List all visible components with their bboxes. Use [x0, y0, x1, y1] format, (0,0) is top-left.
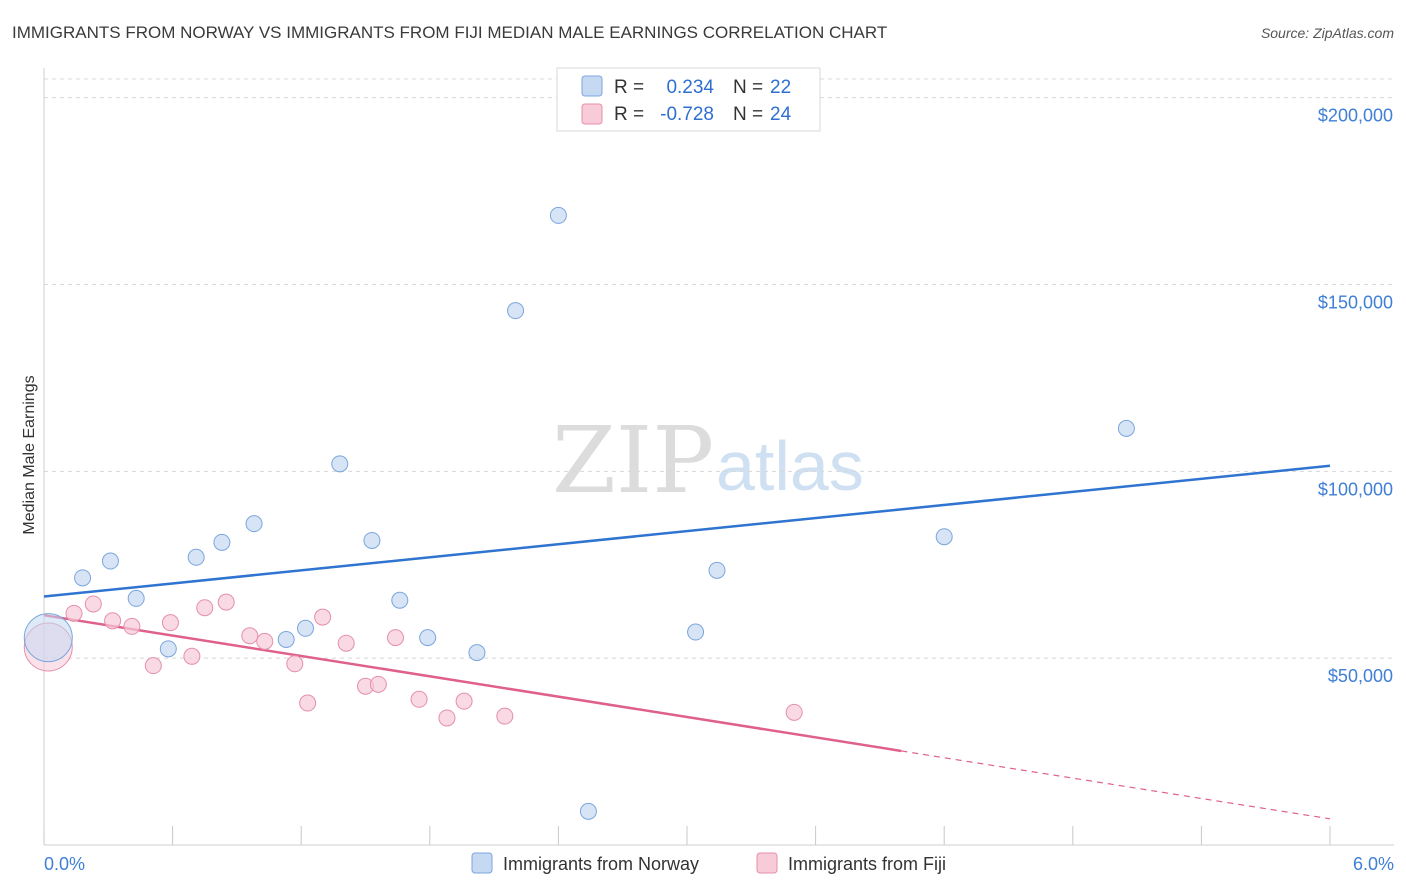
point-fiji-17	[369, 675, 387, 693]
point-fiji-5	[144, 657, 162, 675]
point-norway-0	[23, 613, 73, 663]
point-norway-12	[391, 591, 409, 609]
point-fiji-2	[84, 595, 102, 613]
data-points	[23, 206, 1135, 820]
legend-n-value-fiji: 24	[770, 104, 792, 125]
point-norway-5	[187, 548, 205, 566]
x-tick-label-min: 0.0%	[44, 854, 85, 874]
legend-swatch-fiji	[581, 103, 603, 125]
legend-r-label-norway: R =	[614, 77, 644, 98]
point-norway-7	[245, 515, 263, 533]
point-fiji-11	[256, 632, 274, 650]
point-fiji-9	[217, 593, 235, 611]
bottom-legend-label-fiji: Immigrants from Fiji	[788, 854, 946, 874]
legend-swatch-norway	[581, 75, 603, 97]
point-norway-1	[74, 569, 92, 587]
point-fiji-22	[496, 707, 514, 725]
y-tick-label-0: $50,000	[1328, 666, 1393, 686]
legend-n-label-norway: N =	[733, 77, 763, 98]
y-tick-label-1: $100,000	[1318, 479, 1393, 499]
point-fiji-20	[438, 709, 456, 727]
y-axis-label: Median Male Earnings	[21, 375, 38, 534]
legend-box: R = 0.234 N = 22 R = -0.728 N = 24	[556, 67, 821, 132]
bottom-legend-swatch-norway	[471, 852, 493, 874]
point-fiji-21	[455, 692, 473, 710]
chart-title: IMMIGRANTS FROM NORWAY VS IMMIGRANTS FRO…	[12, 23, 887, 42]
point-fiji-23	[785, 703, 803, 721]
point-norway-13	[419, 629, 437, 647]
point-norway-18	[687, 623, 705, 641]
point-norway-3	[127, 589, 145, 607]
point-fiji-1	[65, 604, 83, 622]
point-norway-19	[708, 561, 726, 579]
point-fiji-4	[123, 617, 141, 635]
watermark-atlas: atlas	[716, 427, 864, 505]
point-norway-4	[159, 640, 177, 658]
point-fiji-19	[410, 690, 428, 708]
point-norway-15	[507, 302, 525, 320]
point-norway-20	[935, 528, 953, 546]
trend-line-1	[43, 613, 902, 753]
bottom-legend-swatch-fiji	[756, 852, 778, 874]
point-norway-10	[331, 455, 349, 473]
point-norway-11	[363, 531, 381, 549]
bottom-legend-label-norway: Immigrants from Norway	[503, 854, 699, 874]
point-fiji-10	[241, 627, 259, 645]
watermark: ZIP atlas	[552, 407, 864, 514]
point-norway-21	[1117, 419, 1135, 437]
legend-r-label-fiji: R =	[614, 104, 644, 125]
trend-lines	[43, 464, 1331, 820]
source-note: Source: ZipAtlas.com	[1261, 25, 1394, 41]
trend-line-extension-1	[901, 750, 1331, 820]
y-tick-label-3: $200,000	[1318, 106, 1393, 126]
point-norway-17	[579, 802, 597, 820]
y-tick-labels: $50,000 $100,000 $150,000 $200,000	[1318, 106, 1393, 686]
point-fiji-7	[183, 647, 201, 665]
point-fiji-12	[286, 655, 304, 673]
point-fiji-14	[314, 608, 332, 626]
point-fiji-3	[104, 612, 122, 630]
point-norway-16	[549, 206, 567, 224]
point-fiji-18	[387, 629, 405, 647]
point-fiji-15	[337, 634, 355, 652]
point-norway-2	[101, 552, 119, 570]
x-tick-label-max: 6.0%	[1353, 854, 1394, 874]
legend-n-label-fiji: N =	[733, 104, 763, 125]
legend-n-value-norway: 22	[770, 77, 791, 98]
legend-r-value-norway: 0.234	[666, 77, 714, 98]
legend-r-value-fiji: -0.728	[660, 104, 714, 125]
watermark-zip: ZIP	[552, 407, 714, 514]
point-norway-8	[277, 630, 295, 648]
point-fiji-6	[161, 614, 179, 632]
bottom-legend: Immigrants from Norway Immigrants from F…	[471, 852, 946, 874]
y-tick-label-2: $150,000	[1318, 293, 1393, 313]
point-fiji-8	[196, 599, 214, 617]
point-norway-6	[213, 533, 231, 551]
point-norway-9	[296, 619, 314, 637]
trend-line-0	[43, 464, 1331, 598]
point-fiji-13	[299, 694, 317, 712]
point-norway-14	[468, 644, 486, 662]
axes	[43, 68, 1394, 846]
